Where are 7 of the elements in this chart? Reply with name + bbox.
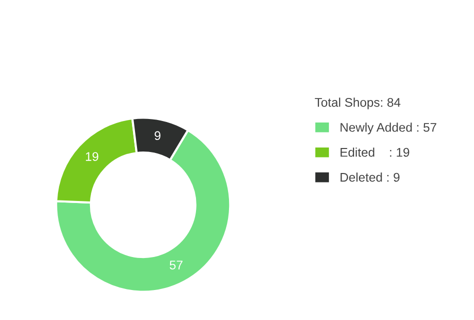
data-label: 9 [154, 131, 160, 140]
legend-label: Deleted : 9 [340, 172, 400, 182]
legend-label: Newly Added : 57 [340, 122, 436, 134]
data-label: 19 [86, 152, 98, 161]
legend-title: Total Shops: 84 [314, 98, 400, 110]
data-label: 57 [170, 260, 182, 270]
legend-label: Edited : 19 [340, 148, 410, 157]
